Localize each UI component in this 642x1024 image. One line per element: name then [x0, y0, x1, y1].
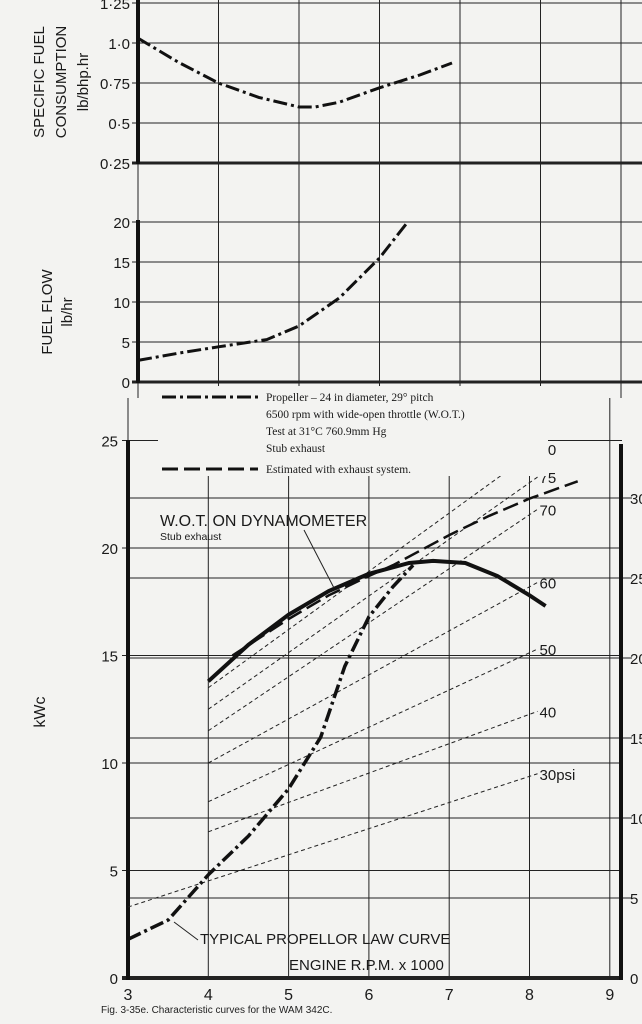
pressure-label: 60	[540, 575, 557, 592]
pressure-line-70	[208, 508, 538, 732]
kw-tick-label: 20	[101, 541, 118, 558]
fuel-flow-curve	[137, 221, 409, 362]
propeller-law-annotation: TYPICAL PROPELLOR LAW CURVE	[200, 931, 450, 948]
pressure-label: 50	[540, 642, 557, 659]
kw-tick-label: 0	[110, 971, 118, 988]
sfc-axis-label: SPECIFIC FUEL	[31, 26, 48, 138]
legend-text: Estimated with exhaust system.	[266, 464, 411, 476]
pressure-line-80	[208, 448, 538, 689]
sfc-tick-label: 0·5	[108, 116, 130, 133]
kw-tick-label: 15	[101, 649, 118, 666]
fuel-flow-tick-label: 20	[113, 215, 130, 232]
kw-tick-label: 10	[101, 756, 118, 773]
pressure-line-75	[208, 476, 538, 710]
sfc-tick-label: 0·75	[100, 76, 130, 93]
rpm-tick-label: 8	[525, 987, 534, 1004]
bhp-tick-label: 30	[630, 491, 642, 508]
fuel-flow-tick-label: 10	[113, 295, 130, 312]
rpm-tick-label: 3	[124, 987, 133, 1004]
bhp-tick-label: 0	[630, 971, 638, 988]
bhp-tick-label: 10	[630, 811, 642, 828]
sfc-axis-label: lb/bhp.hr	[75, 53, 92, 111]
dyno-arrow	[303, 529, 335, 589]
pressure-line-30psi	[127, 773, 538, 908]
kw-axis-label: kWc	[32, 696, 49, 727]
sfc-tick-label: 1·25	[100, 0, 130, 13]
bhp-tick-label: 20	[630, 651, 642, 668]
rpm-axis-label: ENGINE R.P.M. x 1000	[289, 957, 444, 974]
rpm-tick-label: 5	[284, 987, 293, 1004]
kw-tick-label: 25	[101, 434, 118, 451]
sfc-curve	[137, 36, 453, 109]
bhp-tick-label: 5	[630, 891, 638, 908]
estimated-exhaust-curve	[231, 480, 579, 657]
fuel-flow-tick-label: 0	[122, 375, 130, 392]
dyno-annotation: W.O.T. ON DYNAMOMETER	[160, 513, 367, 530]
pressure-label: 40	[540, 704, 557, 721]
pressure-line-40	[208, 710, 538, 833]
legend-text: Stub exhaust	[266, 443, 326, 455]
sfc-tick-label: 0·25	[100, 156, 130, 173]
legend-background	[158, 386, 548, 476]
legend-text: Test at 31°C 760.9mm Hg	[266, 426, 387, 438]
kw-tick-label: 5	[110, 864, 118, 881]
figure-caption: Fig. 3-35e. Characteristic curves for th…	[101, 1005, 333, 1016]
dyno-subannotation: Stub exhaust	[160, 531, 221, 543]
fuel-flow-tick-label: 5	[122, 335, 130, 352]
legend-text: Propeller – 24 in diameter, 29° pitch	[266, 392, 434, 404]
bhp-tick-label: 15	[630, 731, 642, 748]
dyno-power-curve	[206, 558, 547, 683]
pressure-label: 70	[540, 502, 557, 519]
rpm-tick-label: 4	[204, 987, 213, 1004]
rpm-tick-label: 6	[364, 987, 373, 1004]
fuel-flow-tick-label: 15	[113, 255, 130, 272]
rpm-tick-label: 7	[445, 987, 454, 1004]
fuel-flow-axis-label: lb/hr	[59, 297, 76, 326]
sfc-tick-label: 1·0	[108, 36, 130, 53]
legend-text: 6500 rpm with wide-open throttle (W.O.T.…	[266, 409, 465, 421]
sfc-axis-label: CONSUMPTION	[53, 26, 70, 139]
fuel-flow-axis-label: FUEL FLOW	[39, 269, 56, 355]
pressure-label: 30psi	[540, 767, 576, 784]
propeller-law-curve	[127, 564, 415, 941]
propeller-law-arrow	[173, 921, 199, 941]
pressure-line-50	[208, 648, 538, 803]
rpm-tick-label: 9	[605, 987, 614, 1004]
pressure-line-60	[208, 581, 538, 764]
bhp-tick-label: 25	[630, 571, 642, 588]
